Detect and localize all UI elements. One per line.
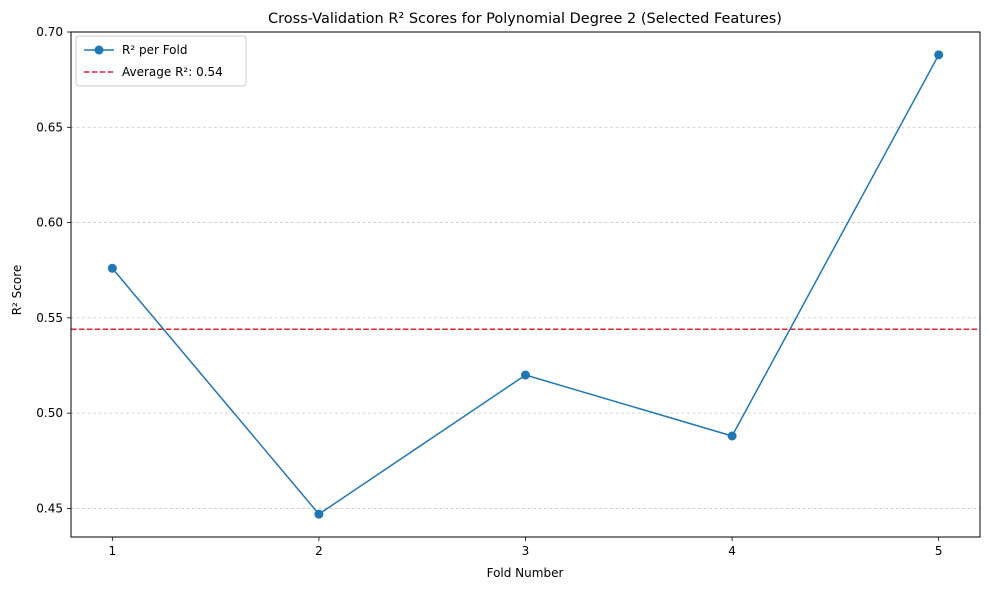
x-tick-label: 3	[522, 544, 530, 558]
chart-title: Cross-Validation R² Scores for Polynomia…	[268, 11, 782, 27]
x-axis: 1 2 3 4 5	[108, 537, 943, 558]
y-tick-label: 0.60	[36, 216, 63, 230]
data-point	[727, 431, 737, 441]
y-tick-label: 0.45	[36, 501, 63, 515]
y-tick-label: 0.65	[36, 120, 63, 134]
legend-average-label: Average R²: 0.54	[122, 65, 223, 79]
data-point	[314, 509, 324, 519]
data-point	[521, 370, 530, 380]
series-layer	[107, 50, 944, 519]
y-axis-title: R² Score	[10, 265, 24, 316]
legend-box	[75, 35, 247, 87]
y-tick-label: 0.50	[36, 406, 63, 420]
x-axis-title: Fold Number	[487, 566, 564, 580]
y-axis: 0.45 0.50 0.55 0.60 0.65 0.70	[36, 25, 71, 515]
x-tick-label: 4	[728, 544, 736, 558]
y-tick-label: 0.55	[36, 311, 63, 325]
x-tick-label: 5	[935, 544, 943, 558]
legend-series-label: R² per Fold	[122, 43, 187, 57]
data-point	[107, 263, 117, 273]
legend: R² per Fold Average R²: 0.54	[75, 35, 247, 87]
data-point	[934, 50, 944, 60]
legend-series-marker	[94, 45, 104, 55]
x-tick-label: 2	[315, 544, 323, 558]
y-tick-label: 0.70	[36, 25, 63, 39]
x-tick-label: 1	[108, 544, 116, 558]
